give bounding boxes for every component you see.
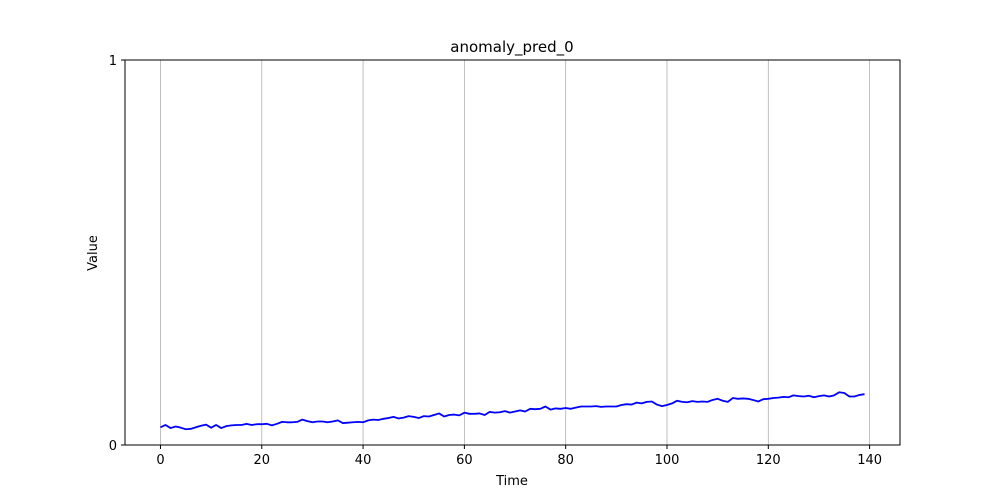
- x-tick-label: 60: [456, 453, 473, 468]
- y-axis-label: Value: [86, 235, 101, 271]
- x-tick-label: 20: [253, 453, 270, 468]
- x-axis-label: Time: [495, 474, 528, 489]
- x-tick-label: 80: [557, 453, 574, 468]
- x-tick-label: 140: [857, 453, 882, 468]
- x-gridlines: [160, 60, 871, 445]
- series-line: [160, 391, 865, 431]
- x-axis-ticks: 0 20 40 60 80 100 120 140: [156, 445, 882, 468]
- chart-title: anomaly_pred_0: [450, 38, 573, 57]
- plot-frame: [124, 59, 901, 446]
- y-tick-label: 0: [109, 439, 117, 454]
- series-layer: [160, 391, 865, 431]
- y-axis-ticks: 01: [109, 54, 125, 454]
- x-tick-label: 100: [655, 453, 680, 468]
- x-tick-label: 120: [756, 453, 781, 468]
- x-tick-label: 40: [355, 453, 372, 468]
- plot-area: [125, 60, 900, 445]
- y-tick-label: 1: [109, 54, 117, 69]
- x-tick-label: 0: [156, 453, 164, 468]
